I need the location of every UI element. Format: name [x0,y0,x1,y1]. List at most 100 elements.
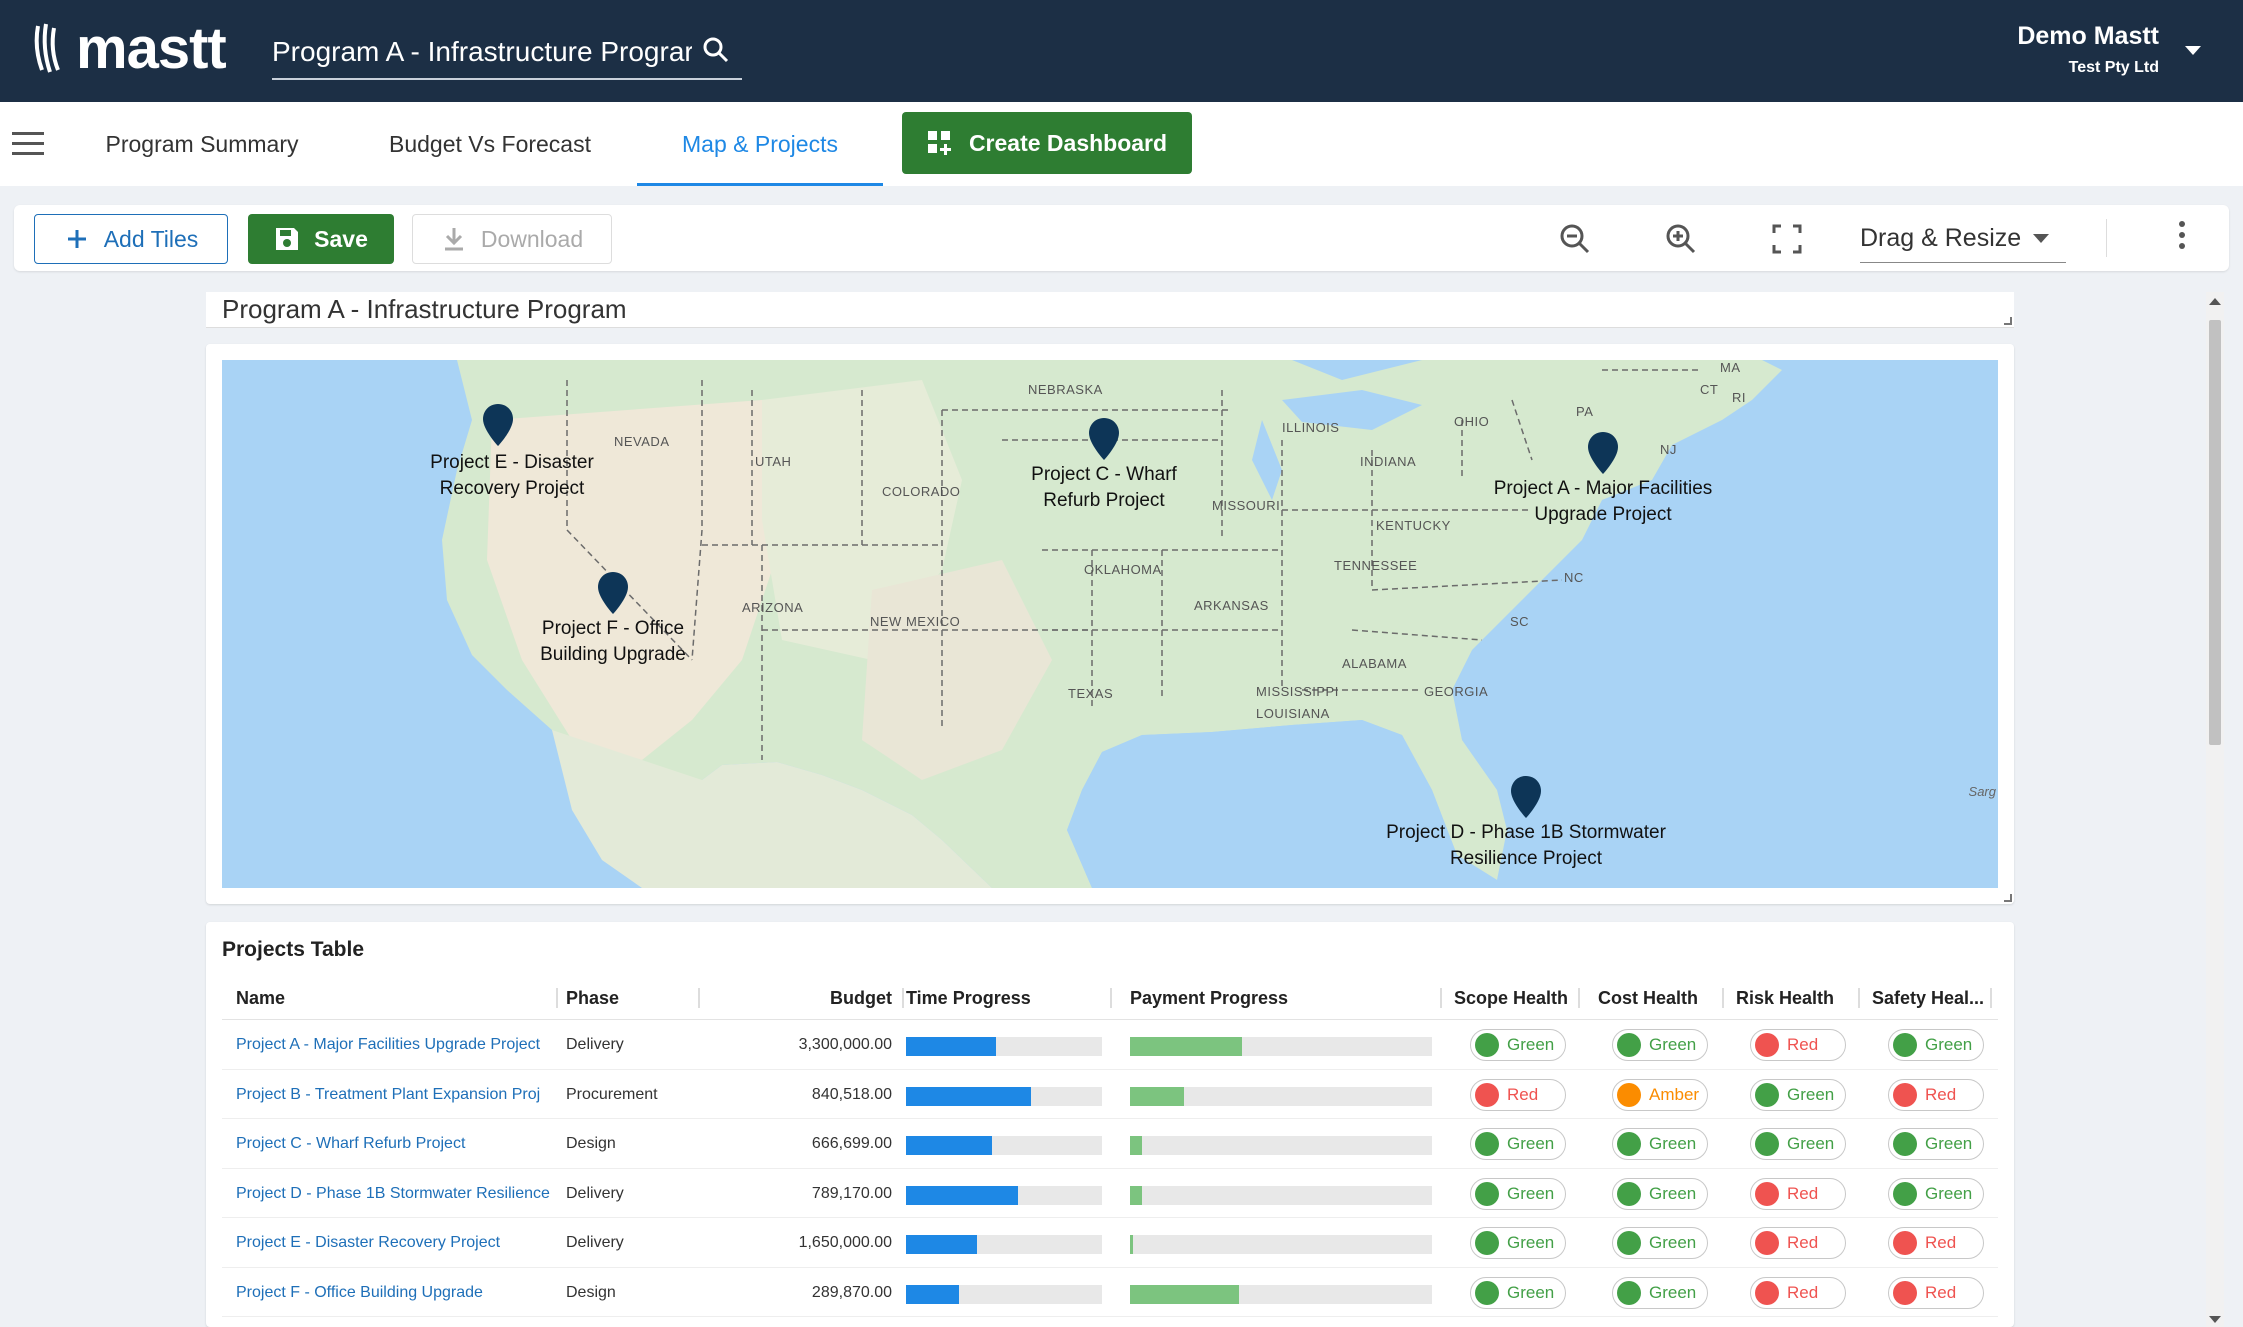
project-name-link[interactable]: Project B - Treatment Plant Expansion Pr… [236,1085,541,1103]
scope-health-badge: Green [1470,1276,1566,1309]
risk-health-badge: Red [1750,1029,1846,1061]
map-pin-icon[interactable] [1509,774,1543,820]
payment-progress-bar [1130,1185,1432,1205]
status-text: Red [1925,1084,1957,1104]
tab-program-summary[interactable]: Program Summary [105,131,299,157]
status-text: Green [1507,1035,1555,1054]
column-header-budget[interactable]: Budget [830,988,892,1008]
column-header-scope-health[interactable]: Scope Health [1454,988,1569,1008]
column-header-safety-health[interactable]: Safety Heal... [1872,988,1985,1008]
table-row[interactable]: Project F - Office Building Upgrade Desig… [222,1268,1998,1317]
column-separator[interactable] [1990,988,1992,1008]
download-button[interactable]: Download [412,214,612,264]
user-menu-caret-icon[interactable] [2185,46,2201,55]
resize-handle-icon[interactable] [2004,894,2012,902]
table-row[interactable]: Project C - Wharf Refurb Project Design 66… [222,1119,1998,1169]
add-tiles-button[interactable]: Add Tiles [34,214,228,264]
project-budget: 3,300,000.00 [798,1036,892,1053]
payment-progress-bar [1130,1037,1432,1056]
map-pin-label: Project C - Wharf Refurb Project [1031,464,1177,511]
dashboard-toolbar: Add Tiles Save Download Drag & Resize [14,205,2229,271]
state-label: CT [1700,382,1719,397]
state-label: OKLAHOMA [1084,562,1162,577]
time-progress-bar [906,1037,1102,1056]
project-phase: Design [566,1135,616,1152]
table-row[interactable]: Project B - Treatment Plant Expansion Pr… [222,1070,1998,1119]
search-icon[interactable] [700,34,732,66]
column-header-cost-health[interactable]: Cost Health [1598,988,1699,1008]
status-dot-icon [1893,1280,1917,1305]
project-phase: Design [566,1283,616,1301]
map-pin-icon[interactable] [481,402,515,448]
status-text: Green [1649,1282,1697,1302]
status-dot-icon [1893,1231,1917,1255]
more-vert-icon[interactable] [2176,221,2188,255]
column-separator[interactable] [1858,988,1860,1008]
map-attribution: Sarg [1968,784,1996,799]
scrollbar-thumb[interactable] [2209,320,2221,745]
scroll-up-arrow-icon[interactable] [2209,298,2221,305]
safety-health-badge: Red [1888,1078,1984,1111]
column-header-time-progress[interactable]: Time Progress [906,988,1031,1008]
column-header-phase[interactable]: Phase [566,988,620,1008]
user-menu[interactable]: Demo Mastt Test Pty Ltd [2017,22,2159,77]
state-label: UTAH [755,454,792,469]
drag-resize-select[interactable]: Drag & Resize [1860,215,2066,263]
column-separator[interactable] [698,988,700,1008]
column-separator[interactable] [1722,988,1724,1008]
zoom-in-icon[interactable] [1664,222,1698,256]
logo-text: mastt [76,15,227,81]
project-name-link[interactable]: Project C - Wharf Refurb Project [236,1135,466,1152]
payment-progress-bar [1130,1235,1432,1254]
column-header-name[interactable]: Name [236,988,286,1008]
table-row[interactable]: Project E - Disaster Recovery Project Del… [222,1218,1998,1268]
table-row[interactable]: Project D - Phase 1B Stormwater Resilien… [222,1169,1998,1218]
column-header-payment-progress[interactable]: Payment Progress [1130,988,1289,1008]
cost-health-badge: Green [1612,1177,1708,1210]
project-name-link[interactable]: Project F - Office Building Upgrade [236,1283,483,1301]
tab-map-projects[interactable]: Map & Projects [637,102,883,186]
zoom-out-icon[interactable] [1558,222,1592,256]
state-label: OHIO [1454,414,1490,429]
project-name-link[interactable]: Project D - Phase 1B Stormwater Resilien… [236,1184,550,1202]
scroll-down-arrow-icon[interactable] [2209,1316,2221,1323]
map-pin-icon[interactable] [596,570,630,616]
state-label: COLORADO [882,484,961,499]
payment-progress-fill [1130,1086,1185,1106]
project-name-link[interactable]: Project E - Disaster Recovery Project [236,1234,501,1251]
map-pin-icon[interactable] [1087,416,1121,462]
mastt-logo[interactable]: mastt [32,16,227,81]
create-dashboard-button[interactable]: Create Dashboard [902,112,1192,174]
column-separator[interactable] [1440,988,1442,1008]
cost-health-badge: Green [1612,1227,1708,1259]
resize-handle-icon[interactable] [2004,317,2012,325]
map-pin-icon[interactable] [1586,430,1620,476]
menu-icon[interactable] [12,132,44,156]
app-header: mastt Demo Mastt Test Pty Ltd [0,0,2243,102]
status-text: Red [1925,1282,1957,1302]
column-separator[interactable] [902,988,904,1008]
column-separator[interactable] [556,988,558,1008]
status-dot-icon [1755,1132,1779,1156]
status-dot-icon [1617,1082,1641,1107]
status-text: Red [1787,1183,1819,1203]
status-dot-icon [1617,1132,1641,1156]
status-text: Red [1507,1084,1539,1104]
status-text: Green [1649,1183,1697,1203]
program-search [272,26,742,80]
save-button[interactable]: Save [248,214,394,264]
program-search-input[interactable] [272,36,692,68]
status-dot-icon [1617,1181,1641,1206]
project-name-link[interactable]: Project A - Major Facilities Upgrade Pro… [236,1036,541,1053]
column-separator[interactable] [1110,988,1112,1008]
column-separator[interactable] [1578,988,1580,1008]
table-row[interactable]: Project A - Major Facilities Upgrade Pro… [222,1020,1998,1070]
status-text: Green [1507,1183,1555,1203]
time-progress-fill [906,1037,997,1056]
projects-map[interactable]: NEBRASKA NEVADA UTAH ILLINOIS OHIO PA NJ… [222,360,1998,888]
logo-mark-icon [34,23,60,73]
tab-budget-vs-forecast[interactable]: Budget Vs Forecast [389,131,591,157]
fullscreen-icon[interactable] [1770,222,1804,256]
column-header-risk-health[interactable]: Risk Health [1736,988,1835,1008]
time-progress-bar [906,1136,1102,1155]
